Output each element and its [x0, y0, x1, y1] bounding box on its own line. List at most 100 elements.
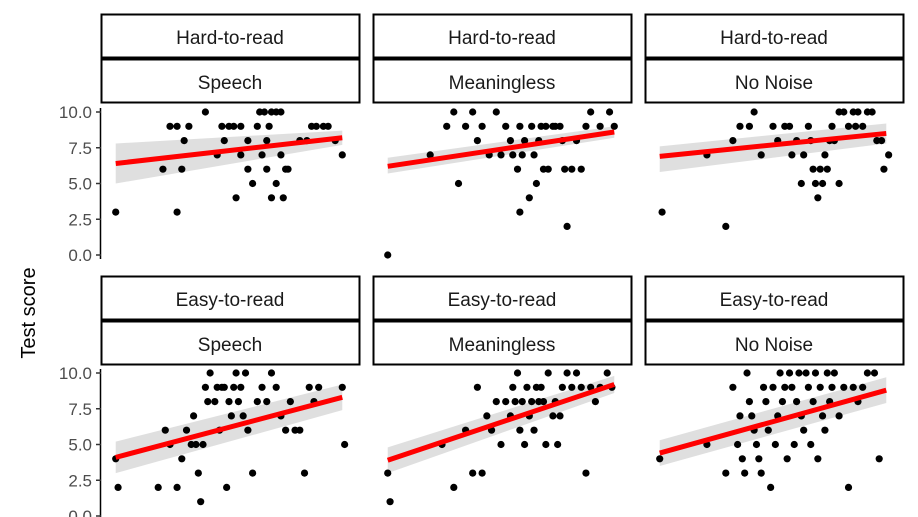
- data-point: [279, 194, 287, 202]
- data-point: [818, 179, 827, 188]
- data-point: [863, 369, 872, 377]
- data-point: [258, 383, 266, 391]
- data-point: [182, 426, 191, 434]
- facet-strip-top: [644, 275, 905, 321]
- data-point: [800, 151, 808, 159]
- data-point: [220, 383, 228, 391]
- data-point: [785, 122, 794, 130]
- data-point: [114, 483, 122, 491]
- data-point: [781, 383, 789, 391]
- data-point: [502, 398, 510, 406]
- data-point: [870, 369, 879, 377]
- data-point: [469, 469, 477, 477]
- data-point: [502, 122, 510, 130]
- facet-panel: Easy-to-read Speech 0.0 2.5 5.0 7.5 10.0: [59, 275, 361, 517]
- facet-strip-top: [644, 13, 905, 59]
- data-point: [568, 165, 576, 173]
- data-point: [795, 369, 803, 377]
- data-point: [249, 179, 257, 188]
- data-point: [518, 151, 526, 159]
- y-tick-label: 2.5: [68, 471, 92, 490]
- data-point: [771, 440, 779, 449]
- data-point: [752, 440, 761, 449]
- facet-strip-top-label: Hard-to-read: [176, 28, 284, 49]
- data-point: [384, 469, 392, 477]
- data-point: [572, 369, 581, 377]
- regression-line: [115, 394, 343, 460]
- data-point: [596, 122, 604, 130]
- data-point: [237, 383, 245, 391]
- data-point: [759, 383, 768, 391]
- data-point: [776, 369, 784, 377]
- data-point: [253, 398, 261, 406]
- facet-panels: Hard-to-readSpeech0.02.55.07.510.0Hard-t…: [59, 13, 905, 517]
- data-point: [736, 122, 744, 130]
- data-point: [783, 455, 791, 463]
- data-point: [324, 122, 332, 130]
- facet-strip-bottom: [644, 58, 905, 104]
- data-point: [523, 383, 531, 391]
- data-point: [658, 208, 666, 216]
- data-point: [277, 108, 285, 116]
- data-point: [159, 165, 167, 173]
- data-point: [454, 179, 463, 188]
- regression-line: [659, 387, 887, 456]
- regression-line: [387, 129, 615, 169]
- data-point: [722, 469, 730, 477]
- data-point: [528, 398, 536, 406]
- data-point: [530, 426, 538, 434]
- data-point: [263, 398, 271, 406]
- data-point: [272, 383, 280, 391]
- facet-panel: Hard-to-read Meaningless: [372, 13, 633, 259]
- data-point: [230, 383, 238, 391]
- data-point: [232, 194, 240, 202]
- data-point: [386, 498, 394, 506]
- data-point: [745, 398, 754, 406]
- data-point: [511, 398, 519, 406]
- data-point: [793, 398, 801, 406]
- data-point: [249, 469, 257, 477]
- data-point: [506, 137, 515, 145]
- data-point: [204, 398, 212, 406]
- data-point: [199, 440, 207, 449]
- data-point: [232, 369, 240, 377]
- facet-panel: Hard-to-read Speech 0.0 2.5 5.0 7.5 10.0: [59, 13, 361, 265]
- data-point: [790, 440, 798, 449]
- data-point: [859, 122, 867, 130]
- facet-strip-bottom-label: Meaningless: [449, 73, 556, 94]
- data-point: [563, 222, 571, 230]
- facet-strip-top-label: Easy-to-read: [176, 290, 285, 311]
- data-point: [549, 412, 557, 420]
- data-point: [734, 440, 742, 449]
- data-point: [785, 369, 794, 377]
- data-point: [804, 122, 813, 130]
- data-point: [840, 108, 848, 116]
- data-point: [521, 137, 529, 145]
- data-point: [338, 383, 346, 391]
- facet-strip-top-label: Hard-to-read: [448, 28, 556, 49]
- y-axis-title: Test score: [18, 267, 40, 358]
- data-point: [859, 383, 867, 391]
- y-tick-label: 0.0: [68, 246, 92, 265]
- data-point: [341, 440, 349, 449]
- y-tick-label: 10.0: [59, 364, 92, 383]
- data-point: [234, 398, 243, 406]
- data-point: [253, 122, 261, 130]
- facet-panel: Easy-to-read Meaningless: [372, 275, 633, 506]
- data-point: [757, 469, 765, 477]
- data-point: [185, 122, 193, 130]
- data-point: [769, 383, 777, 391]
- data-point: [656, 455, 664, 463]
- data-point: [161, 426, 169, 434]
- facet-strip-bottom-label: Meaningless: [449, 335, 556, 356]
- data-point: [563, 369, 571, 377]
- data-point: [237, 122, 245, 130]
- facet-strip-bottom: [372, 58, 633, 104]
- facet-strip-bottom: [644, 320, 905, 366]
- data-point: [769, 122, 777, 130]
- data-point: [736, 412, 744, 420]
- data-point: [743, 369, 751, 377]
- data-point: [478, 469, 486, 477]
- data-point: [166, 122, 174, 130]
